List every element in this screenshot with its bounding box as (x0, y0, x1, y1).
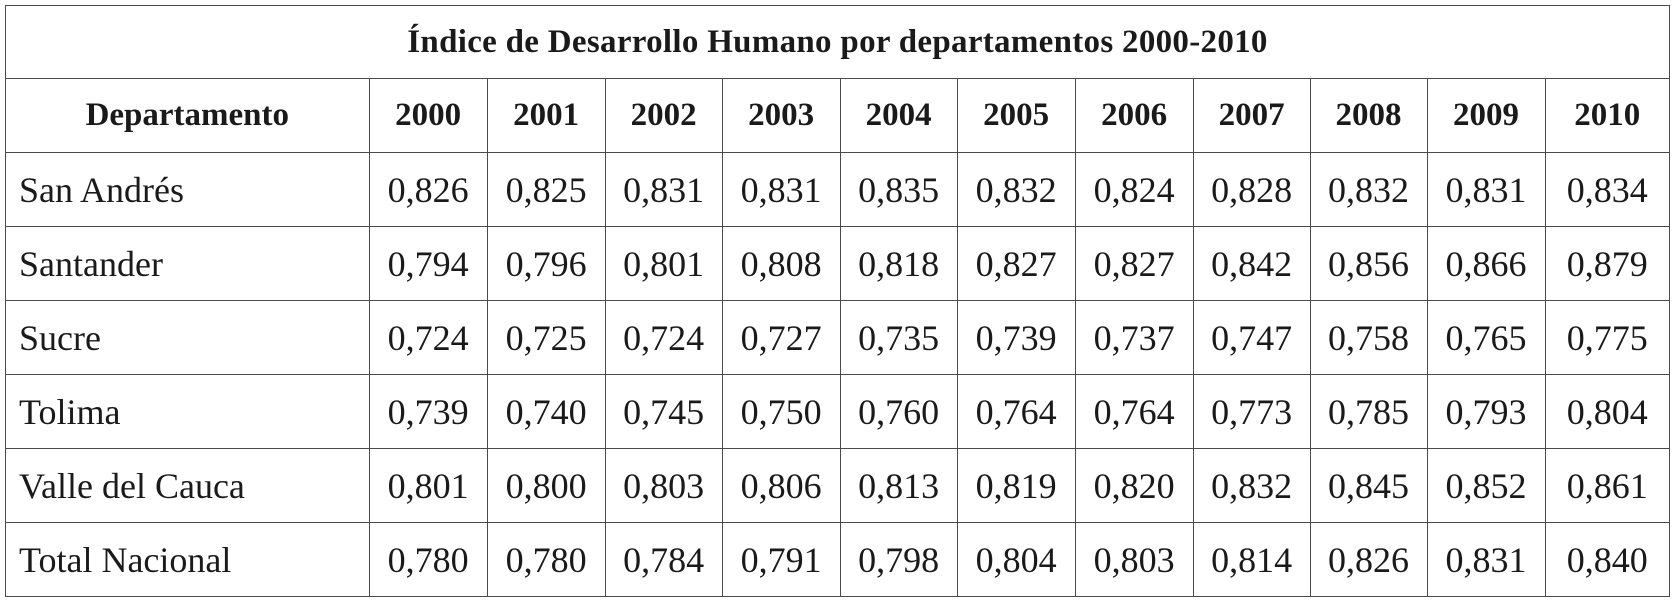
value-cell: 0,806 (721, 448, 841, 523)
value-cell: 0,764 (1074, 374, 1194, 449)
value-cell: 0,856 (1309, 226, 1428, 301)
value-cell: 0,861 (1544, 448, 1671, 523)
table-row: Valle del Cauca 0,801 0,800 0,803 0,806 … (5, 448, 1671, 523)
department-cell: Santander (5, 226, 370, 301)
value-cell: 0,819 (956, 448, 1076, 523)
value-cell: 0,750 (721, 374, 841, 449)
value-cell: 0,740 (486, 374, 606, 449)
value-cell: 0,827 (956, 226, 1076, 301)
value-cell: 0,832 (956, 152, 1076, 227)
table-row: Santander 0,794 0,796 0,801 0,808 0,818 … (5, 226, 1671, 301)
value-cell: 0,801 (604, 226, 723, 301)
value-cell: 0,831 (1426, 152, 1546, 227)
value-cell: 0,834 (1544, 152, 1671, 227)
header-year-2010: 2010 (1544, 78, 1671, 153)
value-cell: 0,842 (1192, 226, 1311, 301)
value-cell: 0,727 (721, 300, 841, 375)
value-cell: 0,832 (1309, 152, 1428, 227)
header-year-2009: 2009 (1426, 78, 1546, 153)
value-cell: 0,804 (956, 522, 1076, 597)
table-body: San Andrés 0,826 0,825 0,831 0,831 0,835… (5, 152, 1671, 597)
value-cell: 0,735 (839, 300, 958, 375)
value-cell: 0,840 (1544, 522, 1671, 597)
department-cell: San Andrés (5, 152, 370, 227)
value-cell: 0,780 (368, 522, 488, 597)
department-cell: Sucre (5, 300, 370, 375)
value-cell: 0,845 (1309, 448, 1428, 523)
value-cell: 0,803 (1074, 522, 1194, 597)
value-cell: 0,831 (721, 152, 841, 227)
header-year-2004: 2004 (839, 78, 958, 153)
value-cell: 0,813 (839, 448, 958, 523)
header-year-2008: 2008 (1309, 78, 1428, 153)
header-department: Departamento (5, 78, 370, 153)
value-cell: 0,801 (368, 448, 488, 523)
department-cell: Tolima (5, 374, 370, 449)
value-cell: 0,804 (1544, 374, 1671, 449)
value-cell: 0,803 (604, 448, 723, 523)
value-cell: 0,831 (604, 152, 723, 227)
value-cell: 0,780 (486, 522, 606, 597)
value-cell: 0,828 (1192, 152, 1311, 227)
value-cell: 0,824 (1074, 152, 1194, 227)
value-cell: 0,831 (1426, 522, 1546, 597)
value-cell: 0,800 (486, 448, 606, 523)
table-title: Índice de Desarrollo Humano por departam… (5, 5, 1670, 79)
value-cell: 0,739 (956, 300, 1076, 375)
value-cell: 0,765 (1426, 300, 1546, 375)
header-year-2001: 2001 (486, 78, 606, 153)
value-cell: 0,784 (604, 522, 723, 597)
title-row: Índice de Desarrollo Humano por departam… (5, 5, 1670, 79)
header-year-2007: 2007 (1192, 78, 1311, 153)
value-cell: 0,739 (368, 374, 488, 449)
department-cell: Valle del Cauca (5, 448, 370, 523)
department-cell: Total Nacional (5, 522, 370, 597)
value-cell: 0,725 (486, 300, 606, 375)
total-row: Total Nacional 0,780 0,780 0,784 0,791 0… (5, 522, 1671, 597)
header-year-2002: 2002 (604, 78, 723, 153)
value-cell: 0,826 (1309, 522, 1428, 597)
value-cell: 0,794 (368, 226, 488, 301)
value-cell: 0,825 (486, 152, 606, 227)
value-cell: 0,775 (1544, 300, 1671, 375)
value-cell: 0,832 (1192, 448, 1311, 523)
value-cell: 0,866 (1426, 226, 1546, 301)
table-row: San Andrés 0,826 0,825 0,831 0,831 0,835… (5, 152, 1671, 227)
value-cell: 0,818 (839, 226, 958, 301)
value-cell: 0,773 (1192, 374, 1311, 449)
value-cell: 0,724 (604, 300, 723, 375)
value-cell: 0,826 (368, 152, 488, 227)
value-cell: 0,785 (1309, 374, 1428, 449)
value-cell: 0,852 (1426, 448, 1546, 523)
value-cell: 0,758 (1309, 300, 1428, 375)
value-cell: 0,820 (1074, 448, 1194, 523)
value-cell: 0,737 (1074, 300, 1194, 375)
value-cell: 0,798 (839, 522, 958, 597)
value-cell: 0,835 (839, 152, 958, 227)
value-cell: 0,793 (1426, 374, 1546, 449)
value-cell: 0,879 (1544, 226, 1671, 301)
value-cell: 0,724 (368, 300, 488, 375)
value-cell: 0,747 (1192, 300, 1311, 375)
value-cell: 0,764 (956, 374, 1076, 449)
header-row: Departamento 2000 2001 2002 2003 2004 20… (5, 78, 1671, 153)
value-cell: 0,791 (721, 522, 841, 597)
header-year-2003: 2003 (721, 78, 841, 153)
value-cell: 0,760 (839, 374, 958, 449)
value-cell: 0,745 (604, 374, 723, 449)
header-year-2006: 2006 (1074, 78, 1194, 153)
value-cell: 0,808 (721, 226, 841, 301)
value-cell: 0,827 (1074, 226, 1194, 301)
idh-table: Índice de Desarrollo Humano por departam… (5, 5, 1671, 597)
header-year-2000: 2000 (368, 78, 488, 153)
value-cell: 0,796 (486, 226, 606, 301)
table-row: Sucre 0,724 0,725 0,724 0,727 0,735 0,73… (5, 300, 1671, 375)
header-year-2005: 2005 (956, 78, 1076, 153)
table-row: Tolima 0,739 0,740 0,745 0,750 0,760 0,7… (5, 374, 1671, 449)
value-cell: 0,814 (1192, 522, 1311, 597)
